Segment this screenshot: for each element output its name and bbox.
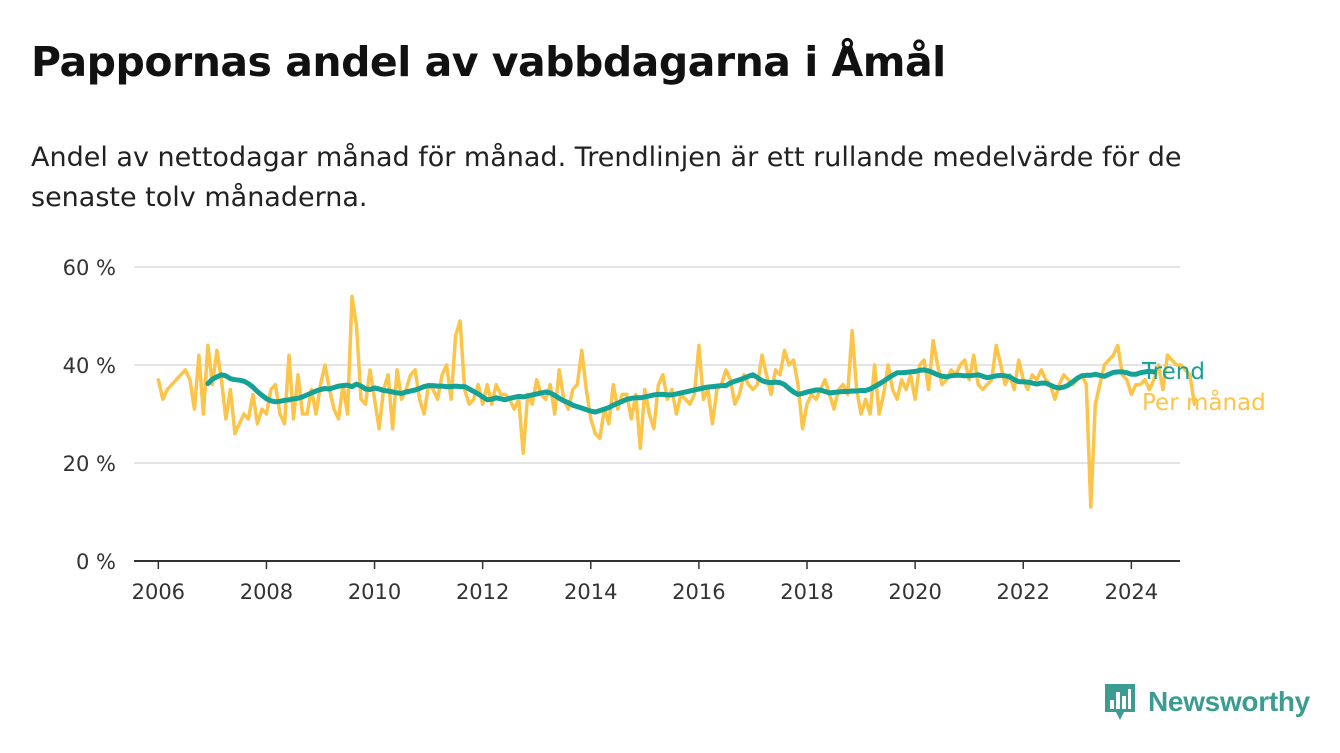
gridlines xyxy=(134,266,1180,464)
x-tick-label: 2010 xyxy=(348,580,401,604)
series-line-trend xyxy=(205,367,1157,415)
brand-name: Newsworthy xyxy=(1148,686,1310,717)
series-lines xyxy=(156,294,1197,509)
y-tick-label: 40 % xyxy=(63,354,116,378)
series-label-trend: Trend xyxy=(1141,359,1205,385)
series-labels: Per månad Trend xyxy=(1141,359,1266,416)
x-tick-label: 2014 xyxy=(564,580,617,604)
x-tick-label: 2008 xyxy=(240,580,293,604)
chart-subtitle: Andel av nettodagar månad för månad. Tre… xyxy=(31,142,1182,213)
x-tick-label: 2006 xyxy=(132,580,185,604)
newsworthy-logo: Newsworthy xyxy=(1102,682,1310,722)
x-tick-label: 2012 xyxy=(456,580,509,604)
x-tick-label: 2018 xyxy=(780,580,833,604)
y-tick-label: 60 % xyxy=(63,256,116,280)
y-tick-label: 0 % xyxy=(76,550,116,574)
y-tick-label: 20 % xyxy=(63,452,116,476)
series-line-per-manad xyxy=(156,294,1197,509)
chart-title: Pappornas andel av vabbdagarna i Åmål xyxy=(31,38,946,86)
x-tick-label: 2020 xyxy=(888,580,941,604)
x-tick-label: 2024 xyxy=(1105,580,1158,604)
axes: 0 % 20 % 40 % 60 % 2006 2008 2010 2012 2014 2016 2… xyxy=(63,256,1180,604)
bar-chart-badge-icon xyxy=(1105,684,1135,720)
series-label-per-manad: Per månad xyxy=(1142,388,1266,416)
x-tick-label: 2016 xyxy=(672,580,725,604)
x-tick-label: 2022 xyxy=(997,580,1050,604)
